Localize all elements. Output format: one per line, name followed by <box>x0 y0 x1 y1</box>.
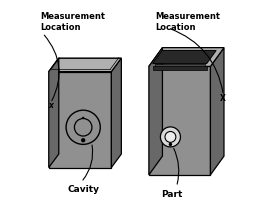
Circle shape <box>165 131 176 142</box>
Polygon shape <box>149 48 224 66</box>
Text: x: x <box>48 101 53 110</box>
Circle shape <box>83 117 84 118</box>
Text: Measurement
Location: Measurement Location <box>155 12 220 32</box>
Polygon shape <box>49 58 121 72</box>
Polygon shape <box>155 64 205 67</box>
Text: Cavity: Cavity <box>67 185 99 194</box>
Polygon shape <box>153 66 207 70</box>
Circle shape <box>160 127 181 147</box>
Circle shape <box>169 143 172 146</box>
Polygon shape <box>149 66 210 175</box>
Polygon shape <box>149 48 162 175</box>
Text: Part: Part <box>162 190 183 199</box>
Text: Measurement
Location: Measurement Location <box>40 12 105 32</box>
Polygon shape <box>49 72 111 168</box>
Polygon shape <box>49 58 59 168</box>
Text: X: X <box>219 94 225 103</box>
Polygon shape <box>153 50 216 64</box>
Polygon shape <box>210 48 224 175</box>
Polygon shape <box>111 58 121 168</box>
Circle shape <box>170 131 171 132</box>
Circle shape <box>82 139 85 142</box>
